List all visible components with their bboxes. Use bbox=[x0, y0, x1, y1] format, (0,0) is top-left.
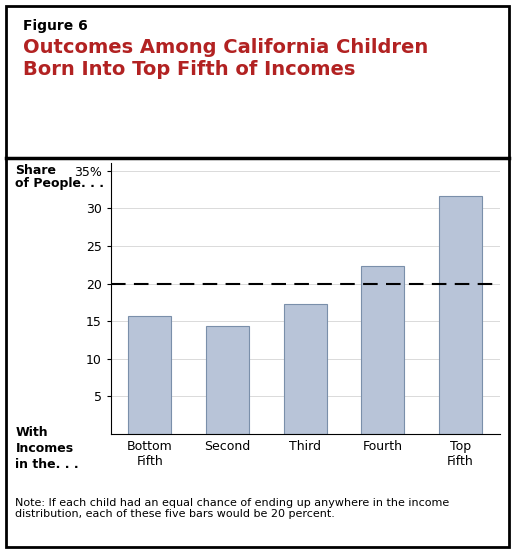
Bar bbox=[439, 196, 482, 434]
Text: Outcomes Among California Children
Born Into Top Fifth of Incomes: Outcomes Among California Children Born … bbox=[23, 38, 428, 79]
Text: of People. . .: of People. . . bbox=[15, 177, 105, 190]
Text: Figure 6: Figure 6 bbox=[23, 19, 88, 33]
Bar bbox=[362, 266, 404, 434]
Bar bbox=[206, 326, 249, 434]
Text: Note: If each child had an equal chance of ending up anywhere in the income
dist: Note: If each child had an equal chance … bbox=[15, 498, 450, 519]
Text: With
Incomes
in the. . .: With Incomes in the. . . bbox=[15, 426, 79, 471]
Bar bbox=[128, 316, 171, 434]
Bar bbox=[284, 304, 327, 434]
Text: Share: Share bbox=[15, 164, 57, 177]
